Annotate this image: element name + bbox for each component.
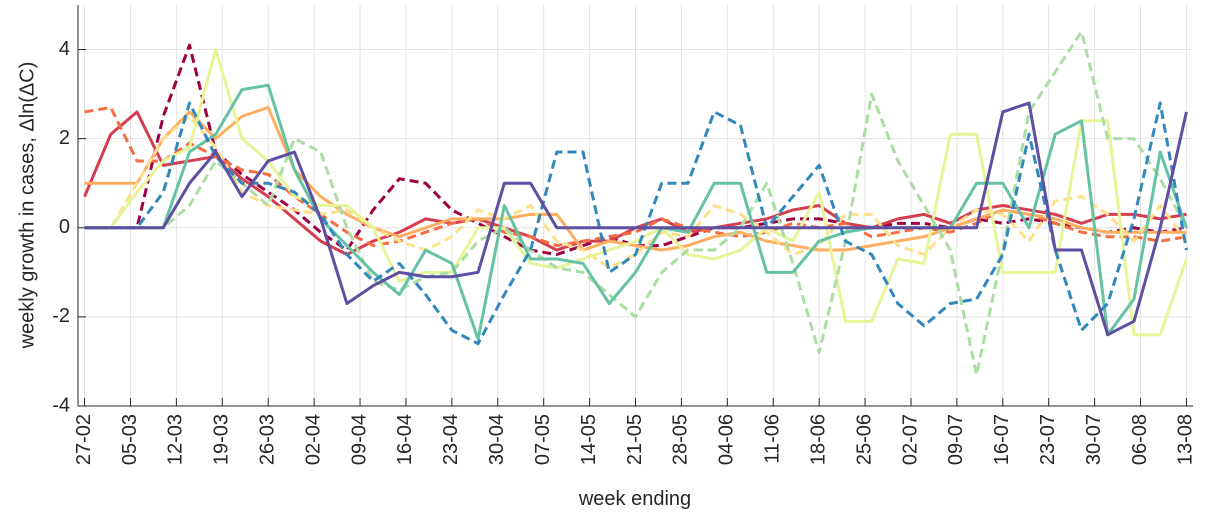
y-tick-label: -2 — [52, 305, 70, 327]
x-tick-label: 26-03 — [256, 414, 278, 465]
x-tick-label: 30-07 — [1083, 414, 1105, 465]
x-tick-label: 13-08 — [1175, 414, 1197, 465]
x-tick-label: 18-06 — [807, 414, 829, 465]
y-tick-label: 4 — [59, 38, 70, 60]
y-tick-label: 2 — [59, 127, 70, 149]
x-tick-label: 23-07 — [1037, 414, 1059, 465]
x-tick-label: 23-04 — [440, 414, 462, 465]
series-line — [84, 101, 1188, 346]
series-line — [84, 114, 1188, 270]
x-tick-label: 30-04 — [486, 414, 508, 465]
x-tick-label: 07-05 — [532, 414, 554, 465]
x-tick-label: 16-04 — [394, 414, 416, 465]
y-tick-label: 0 — [59, 216, 70, 238]
x-tick-label: 06-08 — [1129, 414, 1151, 465]
x-tick-label: 02-04 — [302, 414, 324, 465]
series-line — [84, 30, 1188, 377]
x-tick-label: 12-03 — [165, 414, 187, 465]
x-tick-label: 11-06 — [762, 414, 784, 464]
x-tick-label: 02-07 — [899, 414, 921, 465]
x-tick-label: 28-05 — [670, 414, 692, 465]
x-tick-label: 09-07 — [945, 414, 967, 465]
x-axis-label: week ending — [578, 488, 691, 510]
x-tick-label: 25-06 — [853, 414, 875, 465]
x-tick-label: 05-03 — [119, 414, 141, 465]
series-line — [84, 101, 1188, 337]
x-tick-label: 14-05 — [578, 414, 600, 465]
series-line — [84, 83, 1188, 341]
series-line — [84, 105, 1187, 252]
x-tick-label: 16-07 — [991, 414, 1013, 465]
y-axis-label: weekly growth in cases, Δln(ΔC) — [16, 62, 38, 350]
x-tick-label: 09-04 — [348, 414, 370, 465]
x-tick-label: 27-02 — [73, 414, 95, 465]
x-tick-label: 04-06 — [716, 414, 738, 465]
y-tick-label: -4 — [52, 394, 70, 416]
x-tick-label: 21-05 — [624, 414, 646, 465]
x-tick-label: 19-03 — [211, 414, 233, 465]
